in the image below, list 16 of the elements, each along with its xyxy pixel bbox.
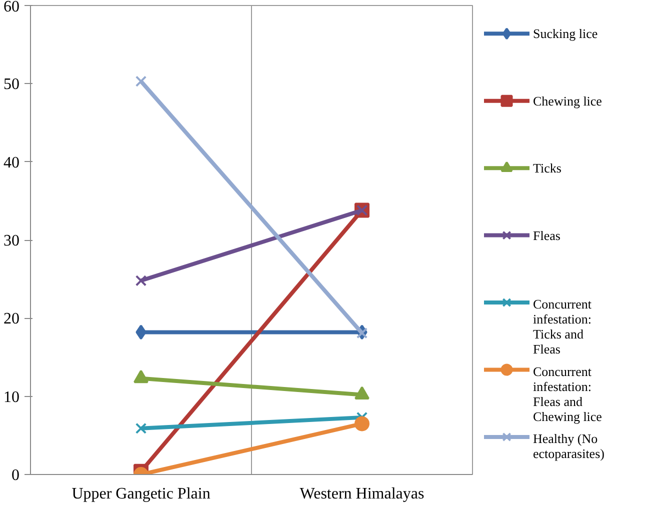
legend-label: Concurrent infestation: Ticks and Fleas: [533, 296, 592, 357]
x-tick-label: Upper Gangetic Plain: [72, 486, 210, 502]
y-tick-label: 60: [4, 0, 20, 16]
y-tick-label: 0: [12, 467, 20, 484]
legend-label: Chewing lice: [533, 93, 602, 108]
legend-label: Fleas: [533, 228, 560, 243]
y-tick-label: 50: [4, 76, 20, 94]
legend-label: Sucking lice: [533, 26, 598, 42]
y-tick-label: 10: [4, 388, 20, 406]
legend-label: Concurrent infestation: Fleas and Chewing lice: [533, 364, 602, 424]
y-tick-label: 40: [4, 154, 20, 172]
x-tick-label: Western Himalayas: [300, 486, 424, 502]
y-tick-label: 20: [4, 310, 20, 328]
y-tick-label: 30: [4, 232, 20, 250]
legend-label: Ticks: [533, 160, 562, 176]
legend-label: Healthy (No ectoparasites): [533, 430, 604, 461]
